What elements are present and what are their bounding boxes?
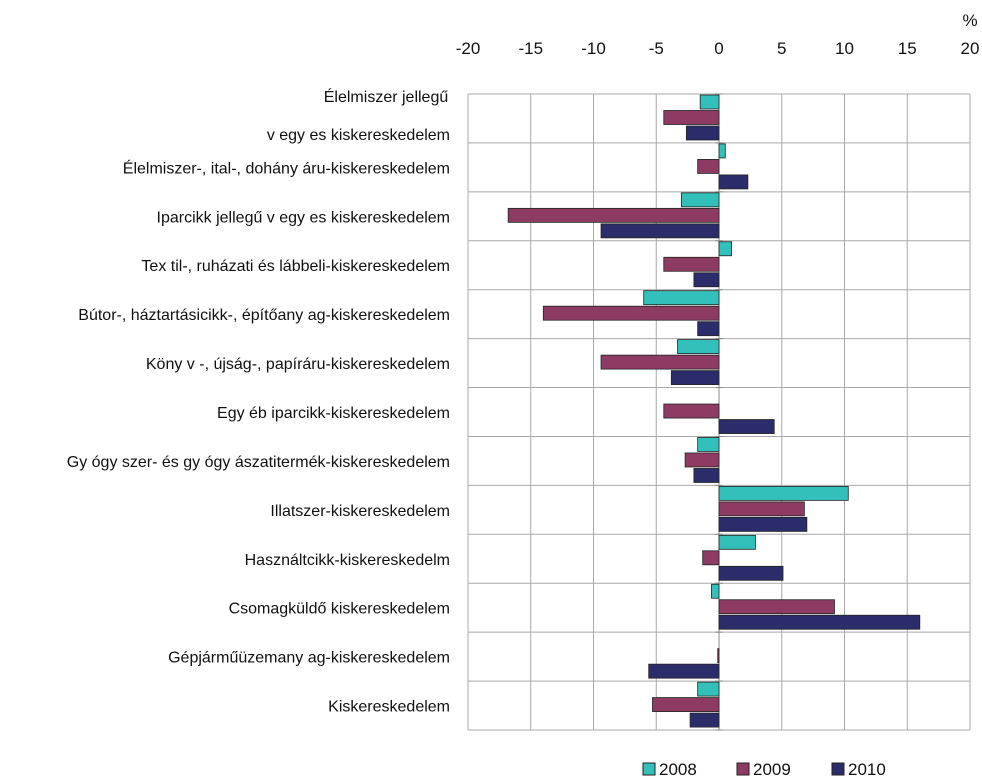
legend-label-2010: 2010 bbox=[848, 760, 886, 779]
bar-2009 bbox=[718, 501, 805, 517]
x-tick-label: 10 bbox=[835, 39, 854, 58]
legend-label-2008: 2008 bbox=[659, 760, 697, 779]
legend-label-2009: 2009 bbox=[753, 760, 791, 779]
bar-2010 bbox=[697, 321, 720, 337]
category-label: Élelmiszer-, ital-, dohány áru-kiskeresk… bbox=[123, 158, 450, 177]
bar-2009 bbox=[702, 550, 720, 566]
bar-2010 bbox=[718, 419, 775, 434]
bar-2008 bbox=[697, 437, 720, 452]
legend: 2008 2009 2010 bbox=[642, 760, 886, 779]
bar-2009 bbox=[684, 452, 720, 468]
legend-swatch-2008 bbox=[642, 762, 656, 776]
bar-2009 bbox=[542, 305, 720, 321]
bar-2010 bbox=[718, 516, 808, 532]
category-label: Iparcikk jellegű v egy es kiskereskedele… bbox=[157, 209, 450, 226]
x-tick-label: -15 bbox=[518, 39, 543, 58]
bars bbox=[507, 94, 921, 728]
bar-2009 bbox=[697, 159, 720, 174]
bar-2008 bbox=[718, 241, 732, 257]
bar-2009 bbox=[652, 697, 720, 712]
bar-2010 bbox=[693, 272, 720, 288]
bar-2010 bbox=[718, 174, 749, 190]
bar-2010 bbox=[689, 712, 720, 728]
category-label: Gy ógy szer- és gy ógy ászatitermék-kisk… bbox=[67, 454, 450, 471]
bar-2008 bbox=[718, 143, 726, 159]
bar-2010 bbox=[648, 663, 720, 679]
bar-2009 bbox=[663, 256, 720, 272]
legend-swatch-2010 bbox=[831, 762, 845, 776]
bar-2008 bbox=[711, 583, 720, 599]
bar-2009 bbox=[600, 354, 720, 370]
category-label: Köny v -, újság-, papíráru-kiskereskedel… bbox=[146, 356, 450, 373]
bar-2008 bbox=[718, 534, 756, 550]
category-label: Bútor-, háztartásicikk-, építőany ag-kis… bbox=[78, 307, 450, 324]
bar-2008 bbox=[699, 94, 720, 110]
category-label: v egy es kiskereskedelem bbox=[267, 127, 450, 144]
unit-label: % bbox=[962, 11, 977, 30]
x-tick-label: -5 bbox=[649, 39, 664, 58]
bar-2010 bbox=[685, 125, 720, 141]
category-label: Használtcikk-kiskereskedelm bbox=[245, 552, 450, 569]
bar-2008 bbox=[718, 485, 849, 501]
legend-swatch-2009 bbox=[736, 762, 750, 776]
x-tick-label: 15 bbox=[898, 39, 917, 58]
bar-2009 bbox=[718, 599, 835, 615]
bar-2008 bbox=[677, 339, 720, 355]
bar-2009 bbox=[663, 110, 720, 125]
category-label: Tex til-, ruházati és lábbeli-kiskereske… bbox=[141, 258, 450, 275]
bar-2009 bbox=[717, 648, 720, 664]
bar-2010 bbox=[600, 223, 720, 239]
x-tick-label: 20 bbox=[961, 39, 980, 58]
category-label: Csomagküldő kiskereskedelem bbox=[229, 601, 450, 618]
category-label: Egy éb iparcikk-kiskereskedelem bbox=[217, 405, 450, 422]
x-tick-label: -10 bbox=[581, 39, 606, 58]
bar-2008 bbox=[680, 192, 720, 208]
category-label: Élelmiszer jellegű bbox=[324, 87, 449, 106]
category-label: Kiskereskedelem bbox=[328, 699, 450, 716]
x-tick-label: 5 bbox=[777, 39, 786, 58]
bar-2008 bbox=[643, 290, 720, 306]
bar-2009 bbox=[507, 207, 720, 223]
bar-2008 bbox=[697, 681, 720, 697]
category-label: Illatszer-kiskereskedelem bbox=[270, 503, 450, 520]
category-label: Gépjárműüzemany ag-kiskereskedelem bbox=[168, 650, 450, 667]
bar-2010 bbox=[670, 370, 720, 386]
bar-2009 bbox=[663, 403, 720, 419]
x-tick-label: 0 bbox=[714, 39, 723, 58]
bar-2010 bbox=[718, 565, 784, 581]
category-labels: Élelmiszer jellegű v egy es kiskereskedel… bbox=[67, 87, 450, 716]
bar-2010 bbox=[718, 614, 921, 630]
bar-2010 bbox=[693, 468, 720, 483]
x-tick-label: -20 bbox=[456, 39, 481, 58]
